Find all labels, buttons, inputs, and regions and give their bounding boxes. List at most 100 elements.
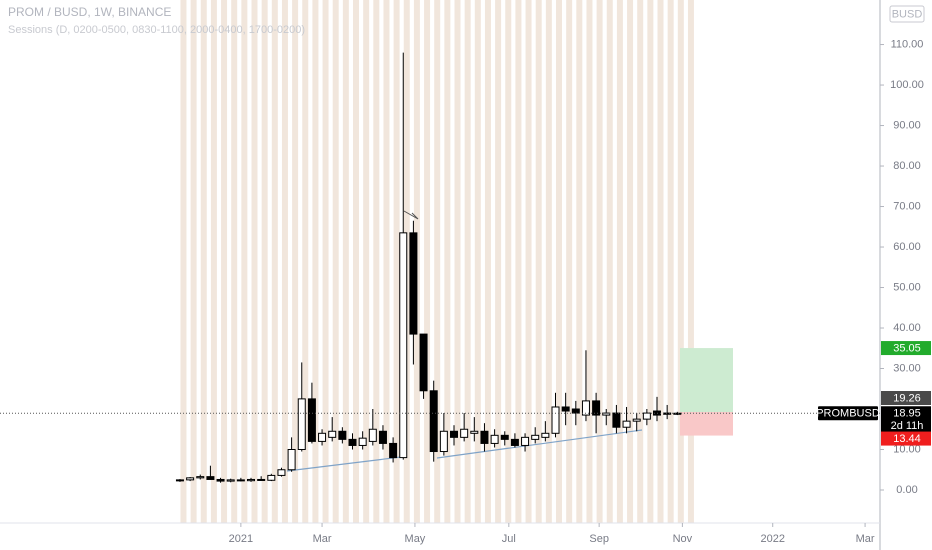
candle-body [399, 232, 408, 459]
target-label: 35.05 [893, 342, 921, 354]
y-tick-label: 10.00 [893, 443, 921, 455]
candle-body [490, 434, 499, 444]
session-stripe [342, 0, 349, 523]
x-tick-label: Mar [313, 533, 332, 545]
candle-body [419, 333, 428, 392]
session-stripe [474, 0, 481, 523]
candle-body [500, 434, 509, 440]
y-tick-label: 50.00 [893, 281, 921, 293]
candle-body [348, 438, 357, 446]
candle-body [277, 469, 286, 476]
session-stripe [677, 0, 684, 523]
last-price-label: 18.95 [893, 408, 921, 420]
stop-label-box [881, 431, 931, 446]
session-stripe [444, 0, 451, 523]
candle-body [206, 476, 215, 480]
y-tick-label: 80.00 [893, 160, 921, 172]
candle-body [429, 390, 438, 453]
y-tick-label: 100.00 [890, 79, 924, 91]
session-stripe [322, 0, 329, 523]
session-stripe [251, 0, 258, 523]
y-tick-label: 30.00 [893, 362, 921, 374]
candle-body [470, 430, 479, 434]
session-stripe [505, 0, 512, 523]
session-stripe [515, 0, 522, 523]
candle-body [592, 400, 601, 416]
candle-body [642, 412, 651, 420]
currency-box[interactable] [889, 5, 925, 23]
session-stripe [586, 0, 593, 523]
session-stripe [464, 0, 471, 523]
entry-label: 19.26 [893, 392, 921, 404]
session-stripe [616, 0, 623, 523]
symbol-label: PROMBUSD [816, 408, 880, 420]
y-tick-label: 70.00 [893, 200, 921, 212]
candle-body [287, 449, 296, 471]
session-stripe [383, 0, 390, 523]
candle-body [551, 406, 560, 434]
session-stripe [454, 0, 461, 523]
session-stripe [525, 0, 532, 523]
countdown-label: 2d 11h [891, 420, 924, 432]
session-stripe [627, 0, 634, 523]
session-stripe [576, 0, 583, 523]
x-tick-label: 2022 [760, 533, 784, 545]
candle-body [460, 428, 469, 438]
candle-body [450, 430, 459, 438]
candle-body [409, 232, 418, 335]
session-stripe [231, 0, 238, 523]
x-tick-label: Sep [589, 533, 609, 545]
last-price-box [881, 406, 931, 434]
session-stripe [221, 0, 228, 523]
candle-body [226, 479, 235, 482]
candle-body [267, 474, 276, 481]
candle-body [541, 432, 550, 438]
session-stripe [281, 0, 288, 523]
profit-zone [680, 348, 733, 413]
candle-body [338, 430, 347, 440]
session-stripe [647, 0, 654, 523]
candle-body [521, 436, 530, 446]
session-stripe [363, 0, 370, 523]
session-stripe [393, 0, 400, 523]
candle-body [581, 400, 590, 416]
candle-body [632, 418, 641, 422]
plot [175, 52, 733, 483]
candle-body [358, 437, 367, 446]
y-tick-label: 0.00 [896, 484, 917, 496]
session-stripe [261, 0, 268, 523]
candle-body [673, 412, 682, 415]
currency-label[interactable]: BUSD [892, 8, 923, 20]
session-stripe [302, 0, 309, 523]
candle-body [307, 398, 316, 442]
session-stripe [241, 0, 248, 523]
candle-body [216, 478, 225, 482]
candle-body [175, 479, 184, 482]
candle-body [368, 428, 377, 442]
session-stripe [332, 0, 339, 523]
x-tick-label: 2021 [229, 533, 253, 545]
session-stripe [657, 0, 664, 523]
session-stripe [180, 0, 187, 523]
candle-body [247, 478, 256, 482]
candle-body [378, 430, 387, 444]
indicator-label: Sessions (D, 0200-0500, 0830-1100, 2000-… [8, 24, 305, 36]
session-stripe [292, 0, 299, 523]
stop-label: 13.44 [893, 433, 921, 445]
session-stripe [545, 0, 552, 523]
session-stripe [687, 0, 694, 523]
session-stripe [373, 0, 380, 523]
candle-body [297, 398, 306, 451]
y-tick-label: 110.00 [891, 38, 924, 50]
session-stripe [312, 0, 319, 523]
candle-body [389, 442, 398, 459]
session-stripe [637, 0, 644, 523]
session-stripe [200, 0, 207, 523]
session-stripe [535, 0, 542, 523]
session-stripe [434, 0, 441, 523]
candle-body [196, 476, 205, 479]
candle-body [480, 430, 489, 444]
session-stripe [606, 0, 613, 523]
candle-body [257, 478, 266, 481]
